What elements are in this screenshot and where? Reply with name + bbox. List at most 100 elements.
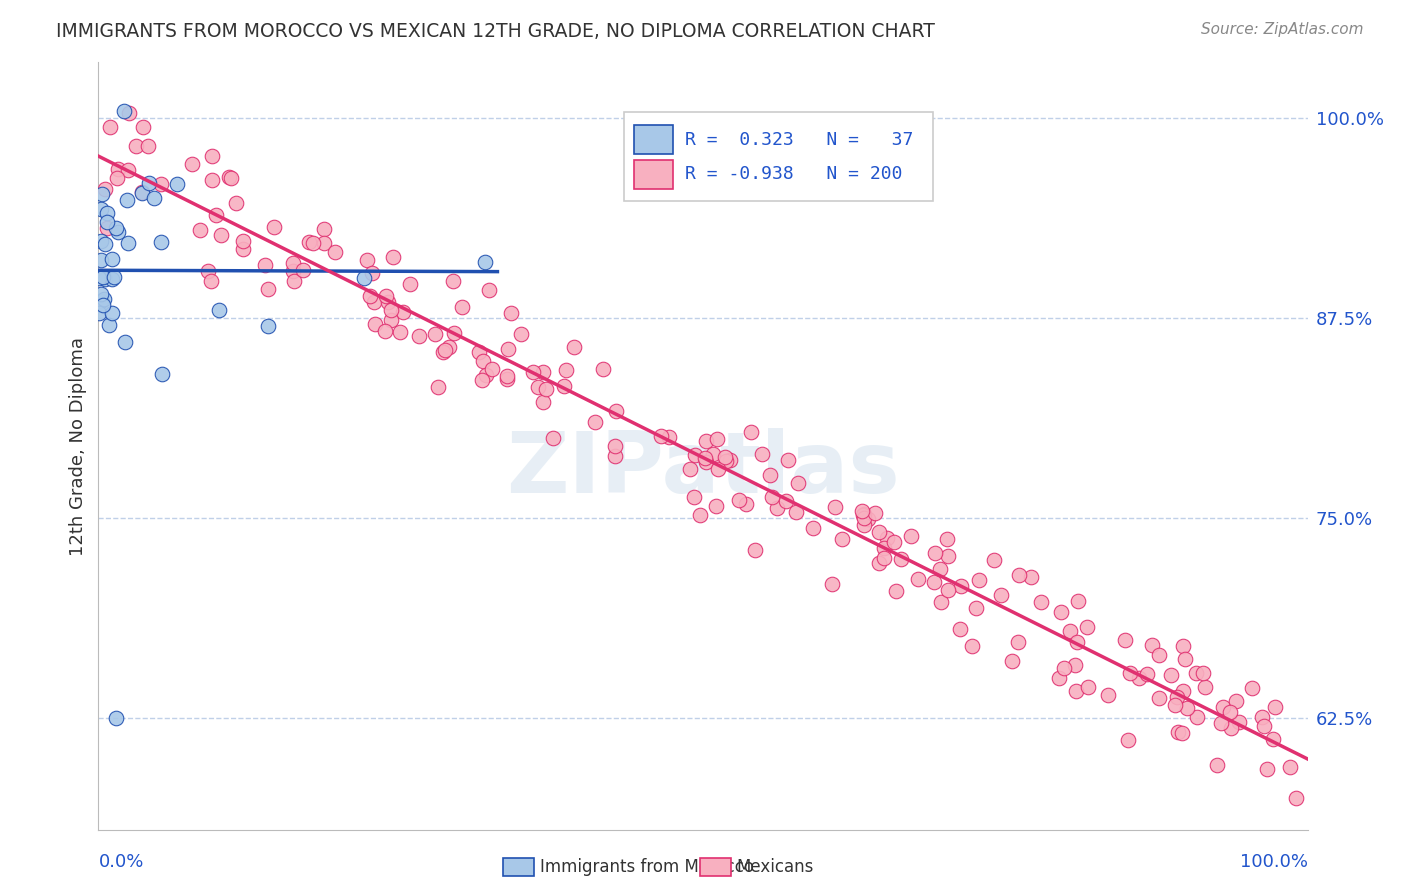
Point (221, 170, 243, 185)
Point (437, 340, 460, 354)
Point (131, 186, 153, 200)
Point (432, 345, 454, 359)
Point (1066, 634, 1088, 648)
Point (94, 272, 117, 286)
Point (744, 542, 766, 557)
Point (388, 325, 411, 339)
Point (201, 149, 224, 163)
Point (873, 551, 896, 566)
Point (90, 187, 112, 202)
Point (380, 302, 402, 317)
Point (374, 324, 396, 338)
Point (96, 206, 118, 220)
Point (474, 255, 496, 269)
Point (1064, 683, 1087, 698)
Point (380, 312, 402, 326)
Point (1279, 760, 1302, 774)
Point (89, 271, 111, 285)
Point (873, 541, 896, 556)
Point (283, 274, 305, 288)
Point (1116, 733, 1139, 747)
Point (225, 195, 247, 210)
Point (101, 305, 124, 319)
Point (475, 368, 498, 383)
Point (118, 105, 141, 120)
Point (105, 170, 128, 185)
Point (650, 429, 672, 443)
Point (1253, 719, 1275, 733)
FancyBboxPatch shape (634, 160, 672, 189)
Point (1136, 667, 1159, 681)
Point (1140, 638, 1163, 652)
Point (704, 499, 727, 513)
Point (132, 120, 155, 135)
Point (824, 500, 846, 514)
Point (831, 532, 853, 546)
Point (301, 236, 323, 251)
Point (740, 425, 762, 440)
Point (166, 177, 188, 191)
Point (1049, 671, 1071, 685)
Point (1160, 667, 1182, 681)
Point (98, 318, 121, 332)
Point (443, 326, 465, 340)
Point (426, 380, 449, 394)
Point (359, 289, 381, 303)
Point (967, 573, 990, 587)
Point (948, 622, 970, 636)
Point (1097, 689, 1119, 703)
Text: R =  0.323   N =   37: R = 0.323 N = 37 (685, 131, 914, 149)
Point (188, 223, 211, 237)
Point (776, 452, 799, 467)
Point (527, 380, 550, 394)
Point (1149, 648, 1171, 662)
Point (107, 161, 129, 176)
Point (821, 576, 844, 591)
Point (1256, 763, 1278, 777)
Text: Immigrants from Morocco: Immigrants from Morocco (540, 858, 754, 876)
Point (531, 395, 554, 409)
Point (87, 306, 110, 320)
Point (90, 252, 112, 267)
Point (766, 500, 789, 515)
Point (377, 295, 399, 310)
Point (1008, 568, 1031, 582)
Point (100, 271, 122, 285)
Point (965, 601, 987, 615)
Point (1076, 620, 1098, 634)
Text: IMMIGRANTS FROM MOROCCO VS MEXICAN 12TH GRADE, NO DIPLOMA CORRELATION CHART: IMMIGRANTS FROM MOROCCO VS MEXICAN 12TH … (56, 22, 935, 41)
Point (758, 468, 780, 483)
Point (949, 579, 972, 593)
Point (693, 451, 716, 466)
Point (1149, 690, 1171, 705)
Point (96, 215, 118, 229)
Point (553, 379, 575, 393)
Point (93, 269, 115, 284)
Point (890, 551, 912, 566)
Point (143, 191, 166, 205)
Point (990, 588, 1012, 602)
Point (1049, 605, 1071, 619)
Point (218, 170, 240, 185)
Point (685, 448, 707, 462)
Point (90, 234, 112, 248)
Point (138, 176, 160, 190)
Point (1128, 671, 1150, 685)
Point (499, 306, 522, 320)
Point (93, 292, 115, 306)
Point (495, 372, 517, 386)
Point (702, 447, 724, 461)
Point (382, 250, 405, 264)
Point (433, 343, 456, 357)
Point (150, 367, 173, 381)
Point (706, 432, 728, 446)
Point (1076, 680, 1098, 694)
Point (312, 236, 335, 251)
Point (886, 584, 908, 599)
Point (93, 182, 115, 196)
Point (883, 534, 905, 549)
Point (425, 327, 447, 342)
Point (938, 549, 960, 563)
Point (105, 711, 128, 725)
Point (478, 283, 501, 297)
